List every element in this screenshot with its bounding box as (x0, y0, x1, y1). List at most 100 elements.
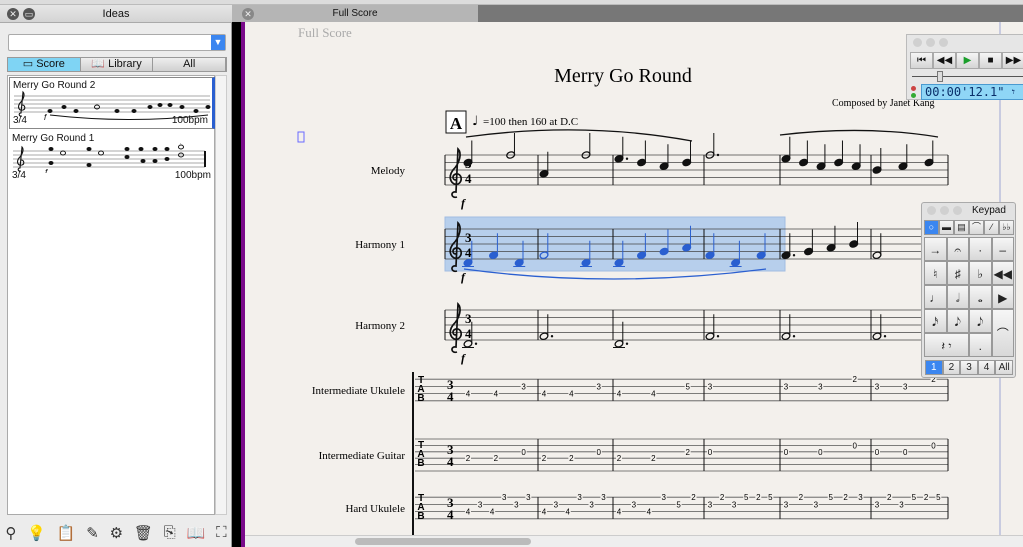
tab-label: Library (108, 58, 142, 70)
keypad-key[interactable]: ▶ (991, 285, 1014, 309)
keypad-tab-common-notes[interactable]: ○ (924, 220, 939, 235)
keypad-key[interactable]: → (924, 237, 947, 261)
scrollbar-thumb[interactable] (355, 538, 531, 545)
fret-number: 4 (651, 390, 656, 399)
time-signature-bottom: 4 (447, 454, 454, 469)
keypad-key[interactable]: 𝅘𝅥𝅮 (946, 309, 969, 333)
idea-item[interactable]: Merry Go Round 1 f 3/4 100bpm (9, 131, 215, 183)
tempo-icon: 𝄾 (1011, 85, 1015, 99)
edit-idea-icon[interactable]: ✎ (86, 524, 99, 542)
idea-tempo: 100bpm (171, 115, 208, 126)
keypad-tab-jazz[interactable]: ⁄ (984, 220, 999, 235)
tab-score[interactable]: ▭ Score (8, 58, 81, 71)
fret-bg (842, 493, 849, 502)
idea-preview: f (14, 90, 211, 120)
fret-number: 2 (466, 454, 471, 463)
slur (779, 129, 939, 138)
time-signature-bottom: 4 (465, 245, 472, 260)
live-indicator (911, 93, 916, 98)
fret-bg (935, 493, 942, 502)
chevron-down-icon[interactable]: ▼ (211, 35, 225, 50)
fret-bg (477, 500, 484, 509)
close-icon[interactable] (913, 38, 922, 47)
new-idea-icon[interactable]: 💡 (27, 524, 46, 542)
keypad-key[interactable]: 𝅘𝅥𝅯 (924, 309, 947, 333)
ideas-search-dropdown[interactable]: ▼ (8, 34, 226, 51)
minimize-icon[interactable] (926, 38, 935, 47)
paste-idea-icon[interactable]: 📋 (56, 524, 76, 542)
playback-slider[interactable] (912, 76, 1023, 77)
fret-bg (874, 500, 880, 509)
capture-idea-icon[interactable]: ⚲ (5, 524, 17, 542)
rewind-to-start-button[interactable]: ⏮ (910, 52, 933, 69)
tab-all[interactable]: All (153, 58, 227, 71)
keypad-tab-accidentals[interactable]: ♭♭ (999, 220, 1014, 235)
score-view[interactable]: Full Score Merry Go Round Composed by Jane… (245, 22, 1023, 535)
fret-number: 3 (521, 382, 526, 391)
time-signature-top: 3 (447, 442, 454, 457)
tab-library[interactable]: 📖 Library (80, 58, 154, 71)
keypad-key[interactable]: ⌒ (991, 309, 1014, 357)
keypad-key[interactable]: 𝄽 𝄾 (924, 333, 969, 357)
keypad-tab-more-notes[interactable]: ▬ (939, 220, 954, 235)
fret-bg (898, 500, 905, 509)
horizontal-scrollbar[interactable] (245, 535, 1023, 547)
stop-button[interactable]: ■ (979, 52, 1002, 69)
fret-bg (501, 493, 508, 502)
fret-number: 4 (466, 508, 471, 517)
rewind-button[interactable]: ◀◀ (933, 52, 956, 69)
restore-icon[interactable]: ▭ (23, 8, 35, 20)
play-button[interactable]: ▶ (956, 52, 979, 69)
playback-slider-thumb[interactable] (937, 71, 943, 82)
ideas-scrollbar[interactable] (215, 75, 227, 515)
fret-bg (576, 493, 583, 502)
keypad-key[interactable]: ♩ (924, 285, 947, 309)
keypad-key[interactable]: ♭ (969, 261, 992, 285)
fret-number: 4 (542, 508, 547, 517)
voice-button-All[interactable]: All (995, 360, 1013, 375)
dot (716, 153, 720, 157)
score-canvas[interactable]: Full Score Merry Go Round Composed by Jane… (245, 22, 1023, 535)
fret-number: 3 (478, 500, 483, 509)
keypad-tab-articulations[interactable]: ⌒ (969, 220, 984, 235)
fret-bg (492, 389, 499, 398)
fret-bg (797, 493, 804, 502)
idea-settings-icon[interactable]: ⚙ (109, 524, 124, 542)
close-tab-icon[interactable]: ✕ (242, 8, 254, 20)
zoom-icon[interactable] (953, 206, 962, 215)
keypad-key[interactable]: – (991, 237, 1014, 261)
fret-number: 2 (720, 493, 725, 502)
keypad-key[interactable]: 𝅗𝅥 (946, 285, 969, 309)
voice-button-2[interactable]: 2 (942, 360, 961, 375)
minimize-icon[interactable] (940, 206, 949, 215)
ideas-tabs: ▭ Score 📖 Library All (7, 57, 227, 72)
slur (465, 129, 693, 142)
keypad-tab-beams[interactable]: ▤ (954, 220, 969, 235)
keypad-key[interactable]: ♮ (924, 261, 947, 285)
zoom-icon[interactable] (939, 38, 948, 47)
dot (625, 157, 629, 160)
voice-button-4[interactable]: 4 (977, 360, 996, 375)
keypad-key[interactable]: 𝅝 (969, 285, 992, 309)
import-icon[interactable]: ⎘ (163, 524, 176, 541)
document-icon: ▭ (22, 58, 37, 70)
library-icon[interactable]: 📖 (186, 524, 206, 542)
close-icon[interactable]: ✕ (7, 8, 19, 20)
fret-bg (650, 389, 657, 398)
keypad-key[interactable]: ♯ (946, 261, 969, 285)
keypad-key[interactable]: . (969, 333, 992, 357)
keypad-key[interactable]: 𝄐 (946, 237, 969, 261)
fret-number: 3 (732, 500, 737, 509)
idea-item[interactable]: Merry Go Round 2 f 3/4 100bpm (9, 77, 215, 129)
keypad-key[interactable]: · (969, 237, 992, 261)
fret-bg (541, 507, 547, 516)
fast-forward-button[interactable]: ▶▶ (1002, 52, 1023, 69)
keypad-key[interactable]: 𝅘𝅥𝅮 (969, 309, 992, 333)
delete-icon[interactable]: 🗑 (133, 524, 153, 542)
close-icon[interactable] (927, 206, 936, 215)
fullscreen-icon[interactable]: ⛶ (216, 524, 227, 541)
keypad-key[interactable]: ◀◀ (991, 261, 1014, 285)
voice-button-3[interactable]: 3 (960, 360, 978, 375)
voice-button-1[interactable]: 1 (925, 360, 943, 375)
tab-full-score[interactable]: ✕ Full Score (232, 5, 478, 22)
